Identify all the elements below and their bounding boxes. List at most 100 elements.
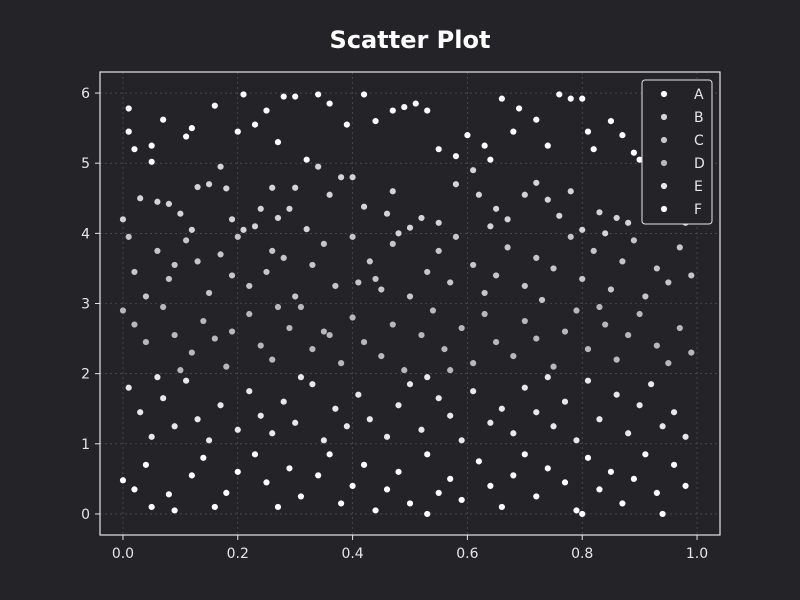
point-f bbox=[130, 485, 139, 494]
point-a bbox=[280, 92, 288, 101]
point-f bbox=[211, 503, 219, 511]
point-b bbox=[176, 210, 185, 218]
legend-label-e: E bbox=[694, 179, 703, 195]
x-tick-label: 0.4 bbox=[341, 546, 363, 562]
point-f bbox=[199, 454, 208, 462]
point-f bbox=[544, 464, 552, 473]
point-b bbox=[325, 191, 334, 199]
point-a bbox=[509, 127, 518, 136]
point-a bbox=[618, 131, 627, 139]
point-d bbox=[440, 345, 449, 353]
point-f bbox=[595, 485, 604, 494]
point-d bbox=[337, 359, 345, 367]
point-e bbox=[153, 373, 162, 381]
point-c bbox=[653, 264, 661, 273]
point-e bbox=[532, 408, 540, 416]
point-d bbox=[521, 317, 529, 325]
point-c bbox=[578, 275, 586, 283]
point-d bbox=[297, 303, 305, 311]
point-e bbox=[354, 390, 363, 399]
point-e bbox=[469, 387, 477, 395]
point-b bbox=[314, 163, 322, 171]
point-b bbox=[521, 191, 529, 199]
point-c bbox=[607, 285, 615, 294]
point-b bbox=[475, 191, 483, 199]
point-b bbox=[555, 212, 563, 220]
point-e bbox=[612, 390, 621, 399]
point-c bbox=[406, 292, 414, 301]
point-d bbox=[170, 331, 179, 339]
point-f bbox=[423, 510, 431, 518]
point-c bbox=[521, 282, 529, 290]
point-f bbox=[532, 492, 540, 501]
point-d bbox=[308, 345, 317, 353]
point-a bbox=[389, 106, 397, 115]
point-a bbox=[274, 138, 282, 146]
point-c bbox=[216, 250, 225, 259]
point-a bbox=[544, 141, 552, 150]
point-f bbox=[147, 503, 156, 511]
point-b bbox=[268, 184, 276, 192]
point-d bbox=[687, 348, 695, 357]
point-b bbox=[205, 180, 213, 188]
point-e bbox=[291, 419, 299, 427]
point-f bbox=[285, 464, 294, 473]
point-e bbox=[280, 398, 288, 406]
point-c bbox=[366, 257, 374, 266]
point-f bbox=[406, 499, 414, 508]
point-a bbox=[147, 141, 156, 150]
point-b bbox=[188, 226, 196, 234]
point-f bbox=[337, 499, 345, 508]
point-b bbox=[612, 214, 621, 222]
point-c bbox=[142, 292, 150, 301]
point-b bbox=[503, 215, 512, 224]
point-c bbox=[469, 261, 477, 269]
point-f bbox=[457, 496, 466, 504]
point-a bbox=[555, 90, 563, 99]
point-b bbox=[119, 215, 127, 224]
plot-frame bbox=[99, 71, 721, 536]
point-a bbox=[343, 120, 351, 129]
point-a bbox=[400, 103, 408, 111]
point-b bbox=[532, 179, 540, 187]
point-b bbox=[624, 219, 632, 227]
point-e bbox=[406, 380, 414, 388]
point-b bbox=[302, 225, 311, 233]
point-f bbox=[371, 506, 380, 515]
point-c bbox=[130, 268, 139, 276]
point-c bbox=[452, 233, 460, 241]
point-f bbox=[360, 461, 368, 469]
point-a bbox=[371, 117, 380, 125]
point-e bbox=[498, 405, 506, 413]
point-d bbox=[480, 310, 489, 318]
point-a bbox=[630, 148, 638, 157]
point-b bbox=[239, 226, 248, 234]
point-c bbox=[280, 254, 288, 262]
point-a bbox=[147, 158, 156, 166]
point-e bbox=[205, 436, 213, 444]
point-f bbox=[297, 492, 305, 501]
point-d bbox=[377, 352, 385, 360]
point-d bbox=[268, 355, 276, 364]
point-f bbox=[486, 482, 495, 490]
point-d bbox=[159, 303, 167, 311]
point-e bbox=[297, 373, 305, 381]
point-a bbox=[125, 104, 133, 113]
point-a bbox=[125, 127, 133, 136]
point-a bbox=[291, 92, 299, 101]
point-a bbox=[607, 117, 615, 125]
point-d bbox=[389, 320, 397, 329]
point-d bbox=[612, 355, 621, 364]
point-c bbox=[590, 247, 598, 255]
axes: 0.0 0.2 0.4 0.6 0.8 1.0 0 1 2 3 4 5 6 bbox=[81, 71, 721, 562]
point-c bbox=[291, 292, 299, 301]
point-f bbox=[641, 450, 650, 459]
point-b bbox=[452, 180, 460, 188]
point-e bbox=[572, 436, 581, 444]
point-f bbox=[274, 503, 282, 511]
point-f bbox=[251, 450, 259, 459]
point-a bbox=[302, 155, 311, 164]
point-d bbox=[549, 362, 558, 371]
point-f bbox=[572, 506, 581, 515]
point-f bbox=[170, 506, 179, 515]
